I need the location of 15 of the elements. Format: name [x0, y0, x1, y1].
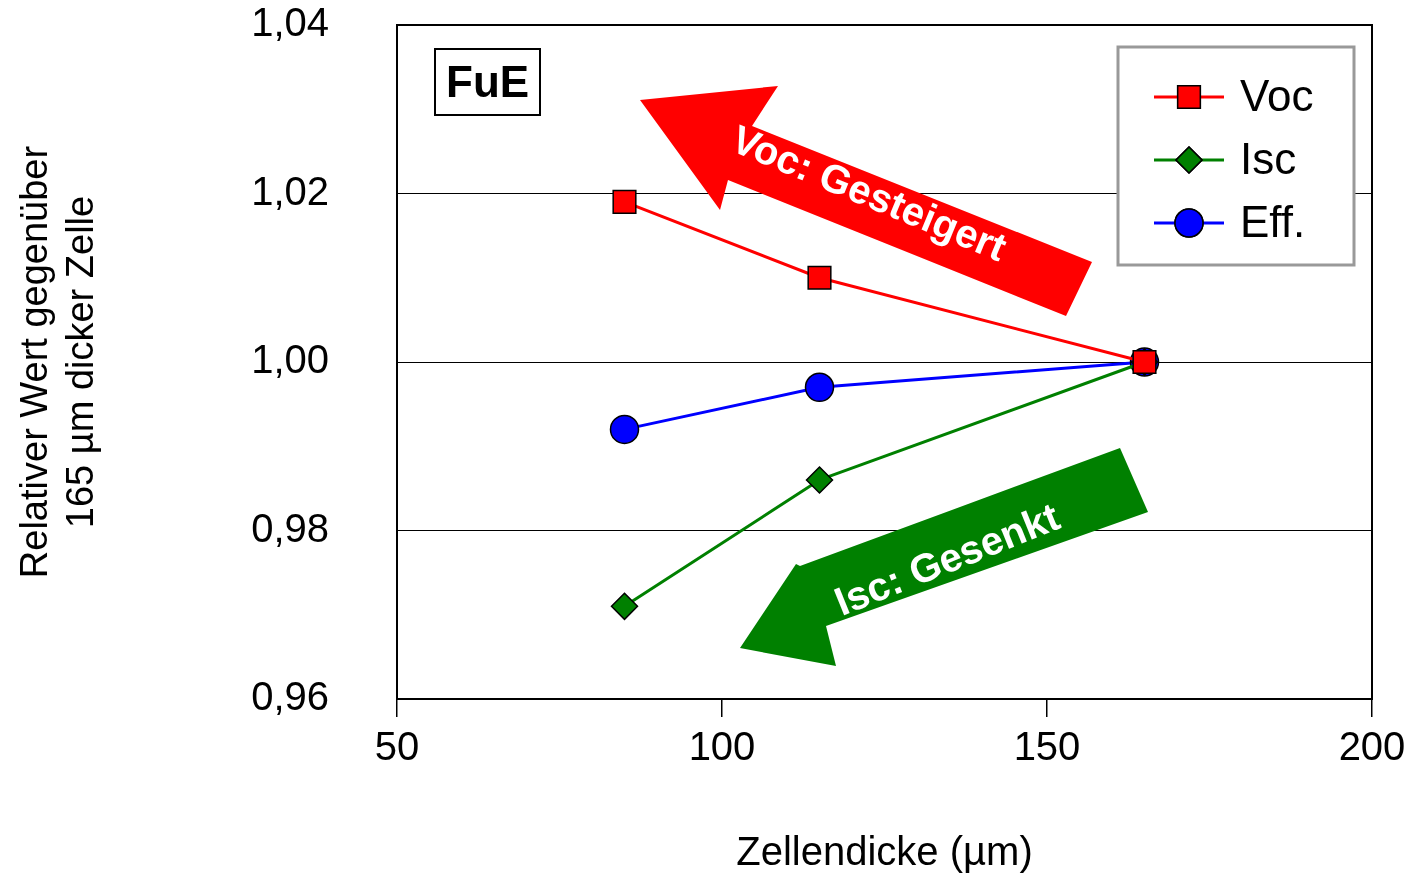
x-tick-label: 100	[688, 724, 756, 769]
x-tick-label: 200	[1338, 724, 1406, 769]
y-tick-label: 0,98	[251, 505, 329, 550]
y-tick-label: 1,00	[251, 337, 329, 382]
y-tick-label: 1,04	[251, 0, 329, 45]
legend-label: Voc	[1240, 71, 1314, 121]
x-tick-label: 50	[374, 724, 420, 769]
x-axis-title: Zellendicke (µm)	[736, 829, 1033, 874]
legend-label: Eff.	[1240, 197, 1306, 247]
y-axis-title: Relativer Wert gegenüber 165 µm dicker Zelle	[13, 145, 101, 579]
y-tick-label: 1,02	[251, 168, 329, 213]
legend-label: Isc	[1240, 134, 1297, 184]
y-tick-label: 0,96	[251, 674, 329, 719]
annotation: FuE	[434, 48, 542, 116]
x-tick-label: 150	[1013, 724, 1081, 769]
